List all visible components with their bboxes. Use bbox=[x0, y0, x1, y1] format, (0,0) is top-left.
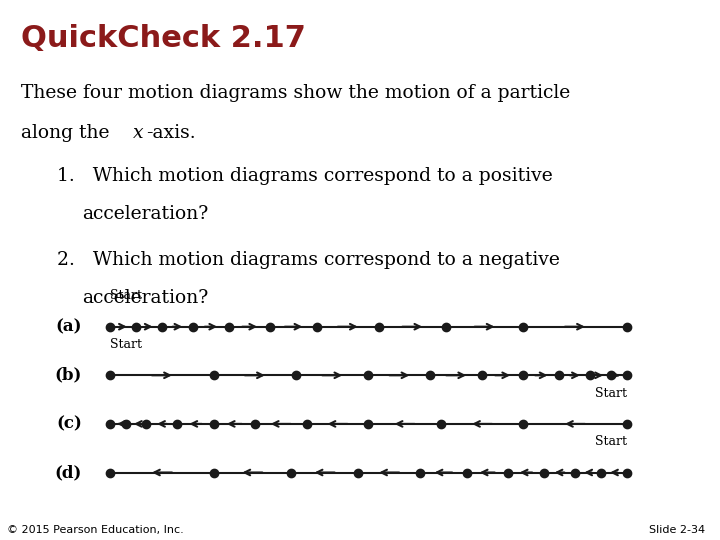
Text: along the: along the bbox=[22, 124, 116, 142]
Text: x: x bbox=[133, 124, 144, 142]
Text: 1.   Which motion diagrams correspond to a positive: 1. Which motion diagrams correspond to a… bbox=[57, 167, 553, 185]
Text: (d): (d) bbox=[55, 464, 82, 481]
Text: -axis.: -axis. bbox=[146, 124, 196, 142]
Text: (a): (a) bbox=[55, 318, 82, 335]
Text: Start: Start bbox=[110, 338, 143, 351]
Text: Start: Start bbox=[595, 435, 626, 448]
Text: © 2015 Pearson Education, Inc.: © 2015 Pearson Education, Inc. bbox=[7, 524, 184, 535]
Text: acceleration?: acceleration? bbox=[82, 289, 208, 307]
Text: (b): (b) bbox=[55, 367, 82, 384]
Text: QuickCheck 2.17: QuickCheck 2.17 bbox=[22, 24, 306, 53]
Text: 2.   Which motion diagrams correspond to a negative: 2. Which motion diagrams correspond to a… bbox=[57, 251, 560, 269]
Text: Start: Start bbox=[595, 387, 626, 400]
Text: (c): (c) bbox=[56, 415, 82, 433]
Text: These four motion diagrams show the motion of a particle: These four motion diagrams show the moti… bbox=[22, 84, 571, 102]
Text: Slide 2-34: Slide 2-34 bbox=[649, 524, 705, 535]
Text: Start: Start bbox=[110, 289, 143, 302]
Text: acceleration?: acceleration? bbox=[82, 205, 208, 223]
